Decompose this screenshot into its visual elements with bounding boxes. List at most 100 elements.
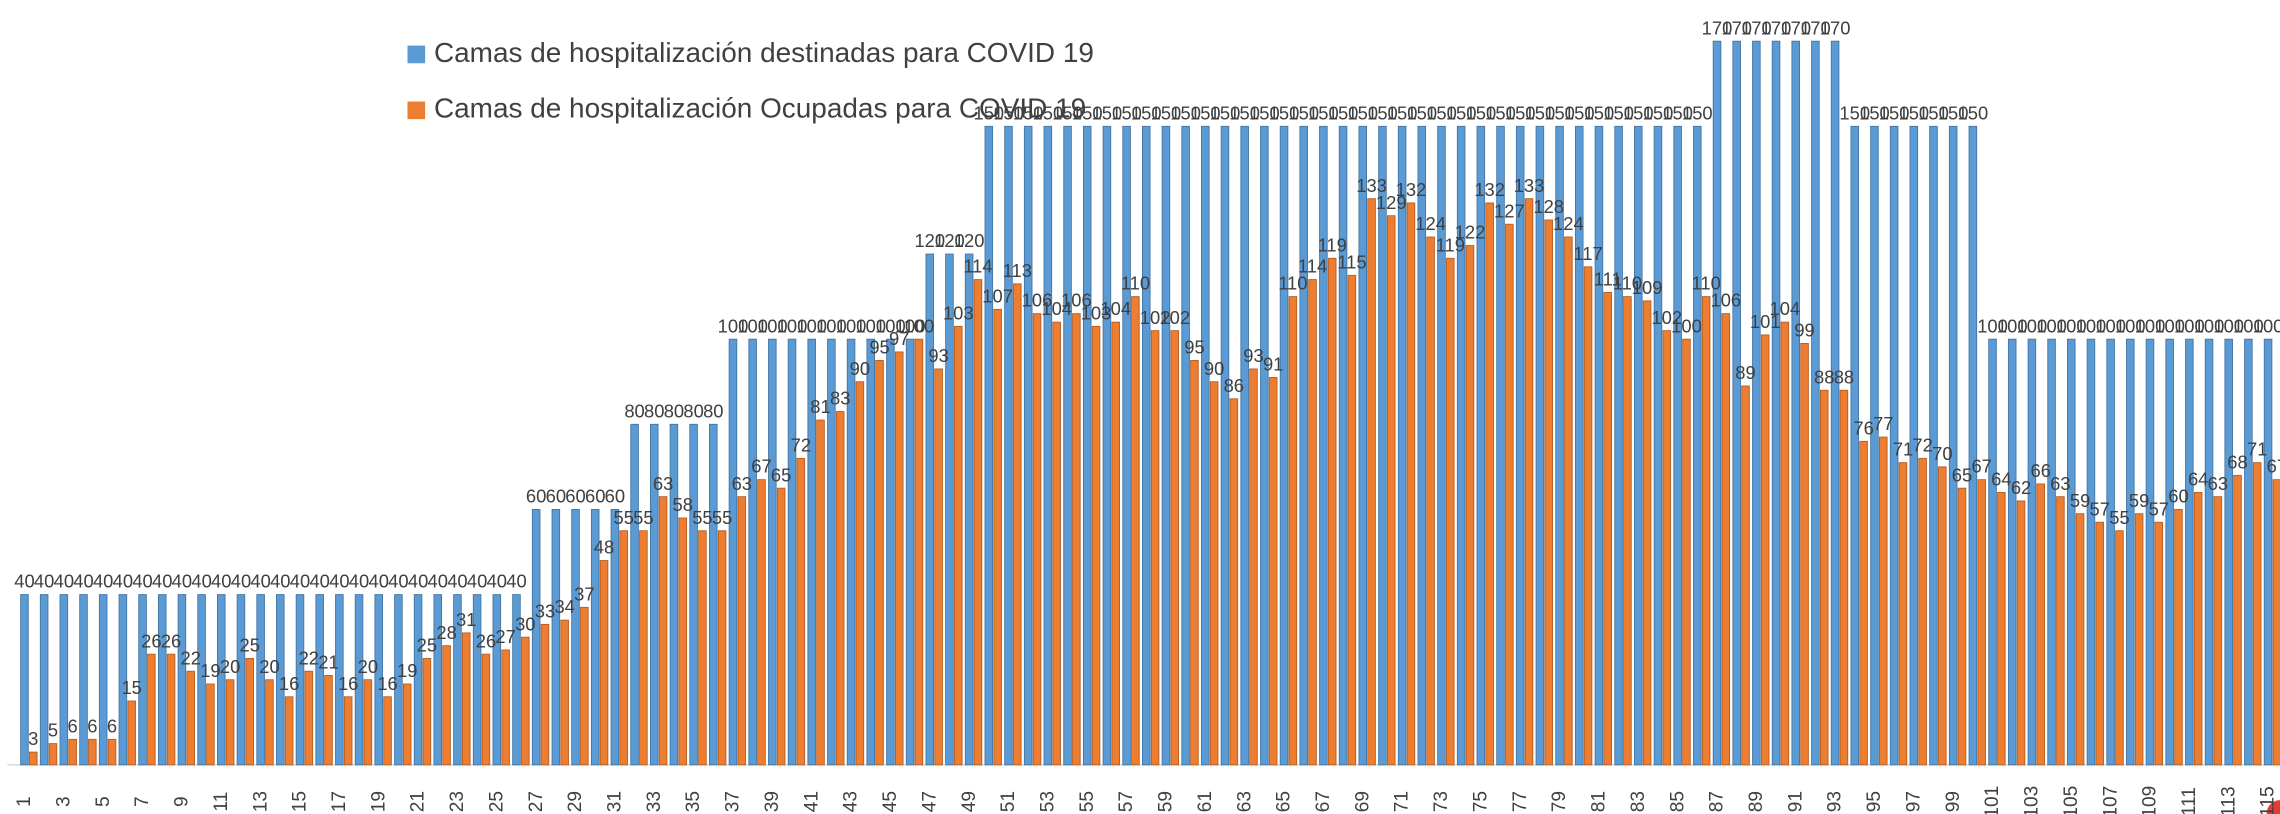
bar xyxy=(1791,40,1800,766)
data-label: 3 xyxy=(28,728,38,749)
bar xyxy=(855,381,865,766)
x-tick-label: 43 xyxy=(841,791,862,812)
bar xyxy=(993,308,1002,766)
bar xyxy=(206,683,215,766)
data-label: 25 xyxy=(240,635,260,656)
bar xyxy=(2126,338,2135,766)
data-label: 150 xyxy=(1052,102,1083,123)
bar xyxy=(2095,521,2105,766)
x-tick-label: 5 xyxy=(93,796,114,807)
data-label: 110 xyxy=(1613,273,1642,294)
bar xyxy=(1752,40,1761,766)
bar xyxy=(59,594,69,766)
bar xyxy=(1063,125,1072,766)
data-label: 67 xyxy=(2267,456,2280,477)
data-label: 16 xyxy=(279,673,299,694)
data-label: 150 xyxy=(1505,102,1536,123)
data-label: 150 xyxy=(1898,102,1929,123)
data-label: 65 xyxy=(1952,464,1972,485)
bar xyxy=(2134,513,2144,766)
data-label: 120 xyxy=(954,230,985,251)
data-label: 100 xyxy=(2194,315,2225,336)
bar xyxy=(1367,198,1376,766)
bar xyxy=(217,594,226,766)
data-label: 102 xyxy=(1159,307,1190,328)
bar xyxy=(678,517,688,766)
x-tick-label: 57 xyxy=(1116,791,1137,812)
bar xyxy=(768,338,777,766)
data-label: 150 xyxy=(1033,102,1064,123)
data-label: 113 xyxy=(1003,260,1032,281)
bar xyxy=(166,653,176,766)
bar xyxy=(1465,245,1475,766)
bar xyxy=(1142,125,1151,766)
bar xyxy=(827,338,836,766)
bar xyxy=(2086,338,2096,766)
bar xyxy=(1614,125,1623,766)
x-tick-label: 71 xyxy=(1392,791,1413,812)
bar xyxy=(2204,338,2214,766)
data-label: 101 xyxy=(1750,311,1781,332)
bar xyxy=(2106,338,2115,766)
bar xyxy=(1417,125,1427,766)
data-label: 115 xyxy=(1337,251,1366,272)
bar xyxy=(669,423,679,766)
data-label: 150 xyxy=(1584,102,1615,123)
bar xyxy=(1004,125,1013,766)
data-label: 81 xyxy=(810,396,830,417)
bar xyxy=(1240,125,1249,766)
bar xyxy=(2185,338,2194,766)
bar xyxy=(1712,40,1722,766)
data-label: 72 xyxy=(791,434,811,455)
x-tick-label: 47 xyxy=(919,791,940,812)
x-tick-label: 25 xyxy=(486,791,507,812)
data-label: 150 xyxy=(1839,102,1870,123)
data-label: 93 xyxy=(1243,345,1263,366)
data-label: 100 xyxy=(2174,315,2205,336)
bar xyxy=(1437,125,1446,766)
bar xyxy=(866,338,876,766)
x-tick-label: 91 xyxy=(1785,791,1806,812)
data-label: 40 xyxy=(408,571,428,592)
data-label: 20 xyxy=(259,656,279,677)
x-tick-label: 29 xyxy=(565,791,586,812)
x-tick-label: 73 xyxy=(1431,791,1452,812)
x-tick-label: 33 xyxy=(644,791,665,812)
data-label: 26 xyxy=(141,630,161,651)
bar xyxy=(816,419,825,766)
bar xyxy=(1476,125,1486,766)
data-label: 40 xyxy=(329,571,349,592)
x-tick-label: 49 xyxy=(959,791,980,812)
data-label: 104 xyxy=(1770,298,1801,319)
bar xyxy=(127,700,136,766)
data-label: 100 xyxy=(796,315,827,336)
data-label: 150 xyxy=(1308,102,1339,123)
bar xyxy=(531,509,541,766)
data-label: 64 xyxy=(2188,469,2208,490)
bar xyxy=(1555,125,1564,766)
data-label: 80 xyxy=(703,400,723,421)
data-label: 80 xyxy=(644,400,664,421)
data-label: 59 xyxy=(2070,490,2090,511)
bar xyxy=(1131,296,1140,766)
data-label: 100 xyxy=(777,315,808,336)
data-label: 88 xyxy=(1834,366,1854,387)
bar xyxy=(1918,457,1927,766)
bar xyxy=(1220,125,1230,766)
bar xyxy=(639,530,648,766)
bar xyxy=(512,594,521,766)
data-label: 60 xyxy=(565,486,585,507)
bar xyxy=(796,457,806,766)
data-label: 110 xyxy=(1121,273,1150,294)
bar xyxy=(630,423,639,766)
bar xyxy=(757,479,766,766)
data-label: 150 xyxy=(1643,102,1674,123)
bar xyxy=(1673,125,1682,766)
bar xyxy=(2224,338,2233,766)
bar xyxy=(1811,40,1820,766)
x-tick-label: 31 xyxy=(605,791,626,812)
data-label: 67 xyxy=(751,456,771,477)
bar xyxy=(1898,462,1908,766)
data-label: 21 xyxy=(318,652,338,673)
bar xyxy=(442,645,451,766)
